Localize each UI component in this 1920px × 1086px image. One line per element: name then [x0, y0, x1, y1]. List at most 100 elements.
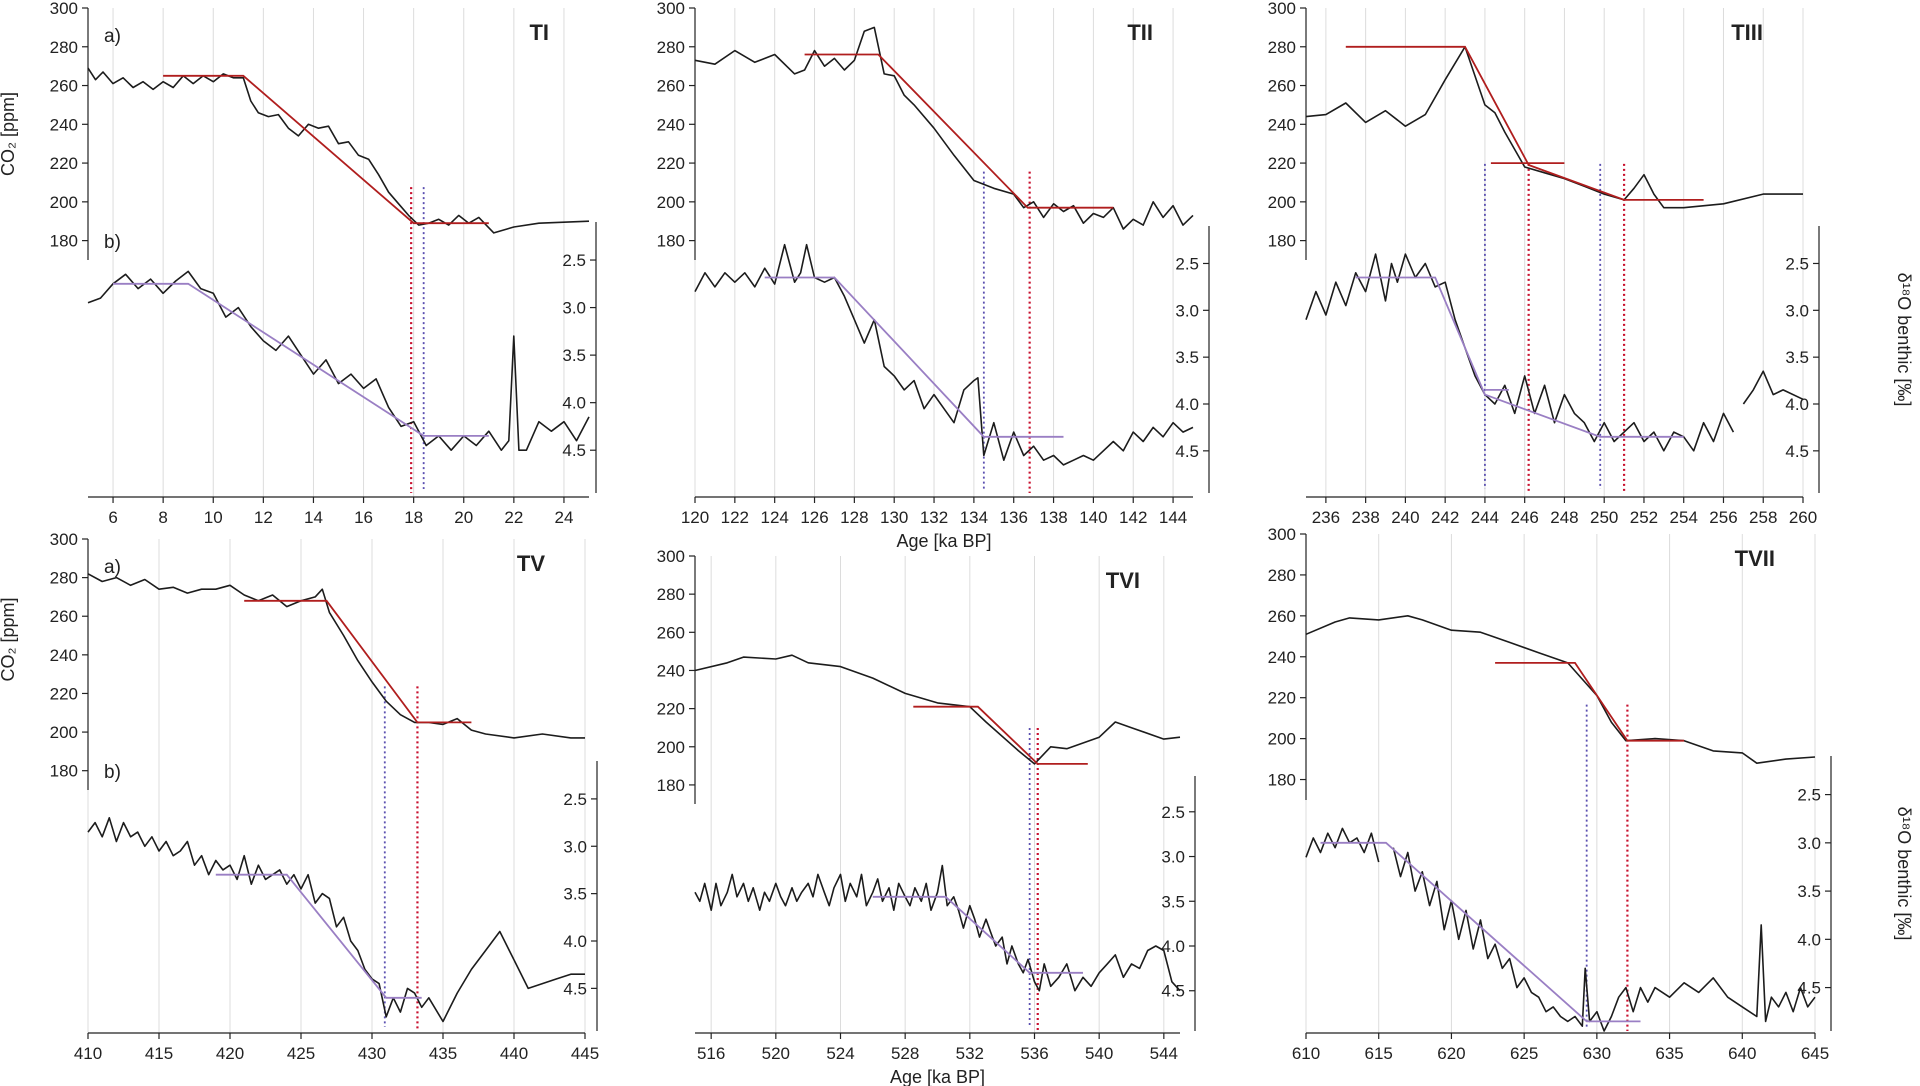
- x-tick-label: 532: [956, 1044, 984, 1063]
- x-tick-label: 520: [762, 1044, 790, 1063]
- co2-ramp-fit: [244, 599, 472, 724]
- d18o-tick-label: 3.5: [1797, 882, 1821, 901]
- d18o-tick-label: 3.0: [1175, 301, 1199, 320]
- panel-title: TI: [529, 20, 549, 45]
- d18o-tick-label: 4.5: [1161, 982, 1185, 1001]
- x-tick-label: 435: [429, 1044, 457, 1063]
- panel-tii: 180 200 220 240 260 280 300 2.5 3.0 3.5 4.0 4.5 120 1…: [657, 0, 1210, 551]
- co2-tick-label: 180: [657, 776, 685, 795]
- panel-title: TIII: [1731, 20, 1763, 45]
- co2-tick-label: 280: [1268, 566, 1296, 585]
- x-tick-label: 24: [554, 508, 573, 527]
- d18o-tick-label: 4.5: [1785, 442, 1809, 461]
- co2-tick-label: 200: [657, 738, 685, 757]
- co2-tick-label: 300: [1268, 0, 1296, 18]
- d18o-tick-label: 3.5: [1785, 348, 1809, 367]
- co2-tick-label: 220: [1268, 689, 1296, 708]
- x-tick-label: 8: [158, 508, 167, 527]
- d18o-tick-label: 4.5: [1175, 442, 1199, 461]
- co2-tick-label: 260: [1268, 607, 1296, 626]
- x-tick-label: 238: [1351, 508, 1379, 527]
- x-tick-label: 236: [1312, 508, 1340, 527]
- d18o-tick-label: 3.0: [1161, 848, 1185, 867]
- co2-ramp-fit: [804, 53, 1114, 209]
- x-tick-label: 610: [1292, 1044, 1320, 1063]
- co2-tick-label: 220: [50, 154, 78, 173]
- d18o-tick-label: 3.5: [1175, 348, 1199, 367]
- co2-tick-label: 300: [657, 547, 685, 566]
- x-tick-label: 138: [1039, 508, 1067, 527]
- x-tick-label: 516: [697, 1044, 725, 1063]
- panel-tiii: 180 200 220 240 260 280 300 2.5 3.0 3.5 4.0 4.5 236 2…: [1268, 0, 1914, 527]
- x-tick-label: 248: [1550, 508, 1578, 527]
- co2-tick-label: 300: [657, 0, 685, 18]
- co2-tick-label: 300: [50, 530, 78, 549]
- co2-tick-label: 280: [1268, 38, 1296, 57]
- d18o-axis-title: δ¹⁸O benthic [‰]: [1894, 807, 1914, 941]
- label-a: a): [104, 557, 121, 578]
- d18o-tick-label: 3.0: [1785, 301, 1809, 320]
- co2-ramp-fit: [1345, 45, 1704, 201]
- x-tick-label: 240: [1391, 508, 1419, 527]
- co2-tick-label: 220: [657, 154, 685, 173]
- x-tick-label: 12: [254, 508, 273, 527]
- d18o-tick-label: 2.5: [563, 790, 587, 809]
- x-tick-label: 430: [358, 1044, 386, 1063]
- x-tick-label: 246: [1510, 508, 1538, 527]
- x-tick-label: 126: [800, 508, 828, 527]
- co2-tick-label: 180: [1268, 232, 1296, 251]
- co2-tick-label: 180: [50, 232, 78, 251]
- d18o-tick-label: 3.0: [563, 837, 587, 856]
- co2-ramp-fit: [163, 74, 489, 225]
- d18o-tick-label: 4.0: [1161, 937, 1185, 956]
- co2-tick-label: 300: [50, 0, 78, 18]
- co2-tick-label: 200: [1268, 730, 1296, 749]
- x-tick-label: 136: [1000, 508, 1028, 527]
- d18o-tick-label: 4.0: [1785, 395, 1809, 414]
- co2-tick-label: 200: [1268, 193, 1296, 212]
- panel-ti: 180 200 220 240 260 280 300 2.5 3.0 3.5 4.0 4.5 6 8 10…: [0, 0, 597, 527]
- panel-tv: 180 200 220 240 260 280 300 2.5 3.0 3.5 4.0 4.5 410 4…: [0, 530, 599, 1063]
- co2-tick-label: 180: [50, 762, 78, 781]
- co2-axis-title: CO₂ [ppm]: [0, 92, 18, 176]
- d18o-ramp-fit: [215, 873, 422, 999]
- x-tick-label: 615: [1365, 1044, 1393, 1063]
- d18o-series: [1392, 847, 1816, 1032]
- x-tick-label: 16: [354, 508, 373, 527]
- x-tick-label: 6: [108, 508, 117, 527]
- x-tick-label: 415: [145, 1044, 173, 1063]
- label-b: b): [104, 762, 121, 783]
- co2-tick-label: 240: [1268, 115, 1296, 134]
- d18o-tick-label: 4.5: [562, 441, 586, 460]
- co2-tick-label: 200: [50, 193, 78, 212]
- x-tick-label: 250: [1590, 508, 1618, 527]
- panel-title: TVI: [1106, 568, 1140, 593]
- x-tick-label: 254: [1670, 508, 1698, 527]
- x-tick-label: 540: [1085, 1044, 1113, 1063]
- x-tick-label: 18: [404, 508, 423, 527]
- co2-tick-label: 280: [50, 38, 78, 57]
- x-tick-label: 630: [1583, 1044, 1611, 1063]
- co2-tick-label: 280: [657, 585, 685, 604]
- co2-tick-label: 240: [50, 646, 78, 665]
- x-tick-label: 130: [880, 508, 908, 527]
- x-tick-label: 425: [287, 1044, 315, 1063]
- d18o-series: [1305, 827, 1380, 863]
- d18o-tick-label: 4.0: [562, 394, 586, 413]
- d18o-tick-label: 4.0: [1175, 395, 1199, 414]
- co2-axis-title: CO₂ [ppm]: [0, 597, 18, 681]
- d18o-tick-label: 3.5: [563, 885, 587, 904]
- co2-tick-label: 200: [50, 723, 78, 742]
- co2-series: [1305, 45, 1803, 209]
- x-tick-label: 124: [760, 508, 788, 527]
- x-tick-label: 420: [216, 1044, 244, 1063]
- d18o-ramp-fit: [1355, 276, 1684, 438]
- panel-title: TII: [1127, 20, 1153, 45]
- x-tick-label: 625: [1510, 1044, 1538, 1063]
- d18o-ramp-fit: [872, 895, 1083, 974]
- x-tick-label: 544: [1150, 1044, 1178, 1063]
- d18o-tick-label: 4.5: [563, 979, 587, 998]
- x-tick-label: 120: [681, 508, 709, 527]
- d18o-ramp-fit: [764, 276, 1064, 438]
